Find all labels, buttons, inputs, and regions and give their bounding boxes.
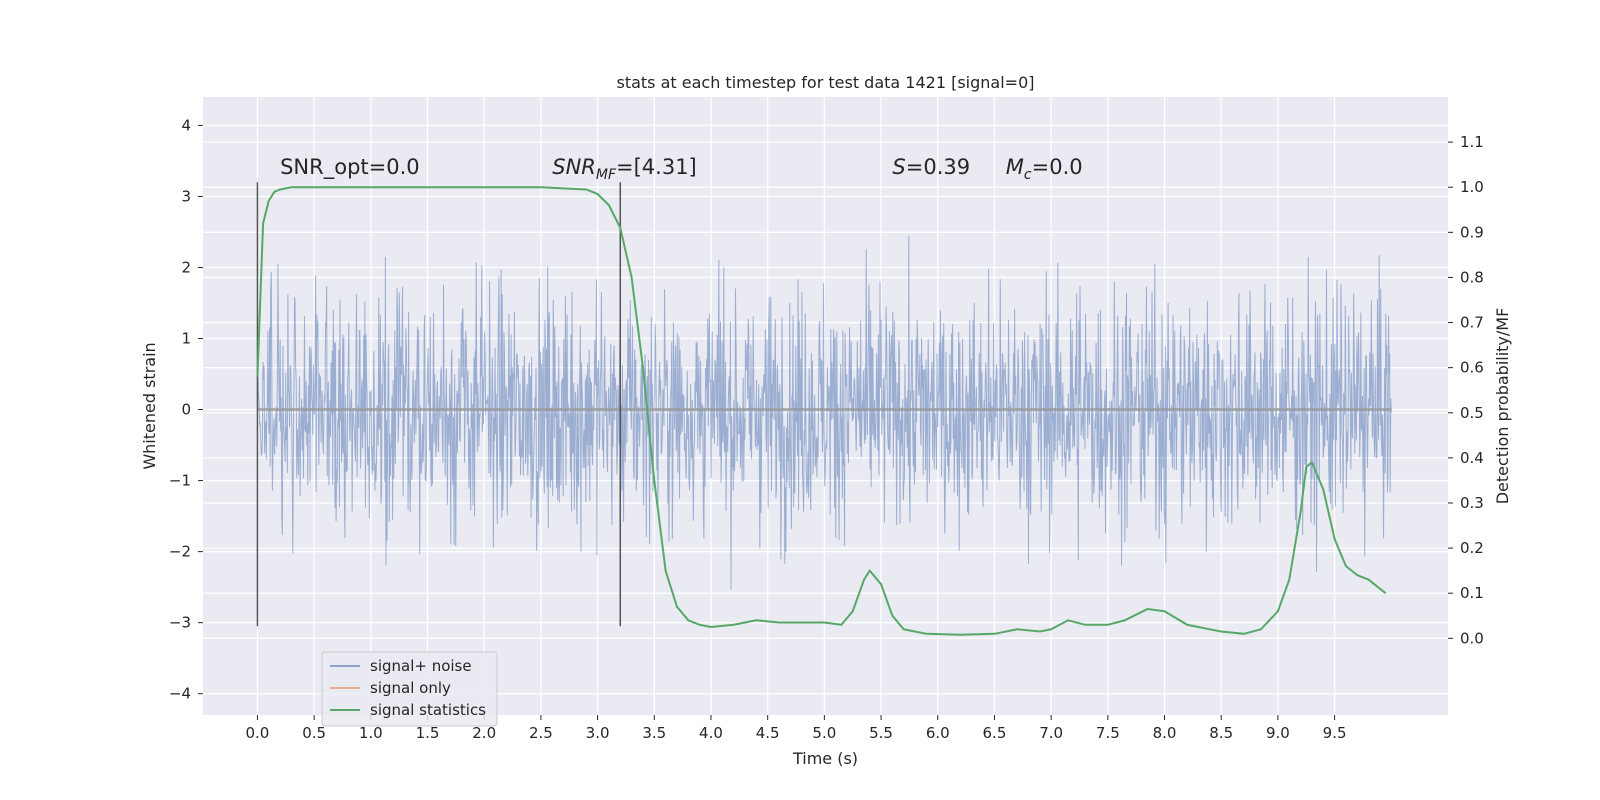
plot-layer	[256, 182, 1392, 636]
legend-box	[321, 651, 498, 727]
x-tick-label: 4.0	[699, 724, 723, 742]
y2-axis-label: Detection probability/MF	[1493, 308, 1512, 505]
annotations: SNR_opt=0.0 SNRMF=[4.31] S=0.39 Mc=0.0	[280, 155, 1083, 183]
y2-tick-label: 0.1	[1460, 584, 1484, 602]
x-tick-label: 1.0	[359, 724, 383, 742]
legend-label: signal+ noise	[370, 657, 472, 675]
x-tick-label: 1.5	[416, 724, 440, 742]
axes: 0.0 0.5 1.0 1.5 2.0 2.5 3.0 3.5 4.0 4.5 5.0 5.5 6.0 6…	[169, 116, 1484, 742]
x-tick-label: 6.5	[983, 724, 1007, 742]
y2-tick-label: 1.1	[1460, 133, 1484, 151]
x-tick-label: 8.5	[1209, 724, 1233, 742]
x-tick-label: 2.0	[472, 724, 496, 742]
legend: signal+ noise signal only signal statistic…	[321, 651, 498, 727]
plot-area	[203, 97, 1448, 715]
annotation: SNR_opt=0.0	[280, 155, 420, 180]
chart-title: stats at each timestep for test data 142…	[616, 73, 1034, 92]
y-tick-label: −4	[169, 685, 191, 703]
legend-label: signal statistics	[370, 701, 486, 719]
x-tick-label: 9.0	[1266, 724, 1290, 742]
series-signal-statistics	[256, 186, 1387, 636]
y-axis-label: Whitened strain	[140, 342, 159, 469]
x-axis-label: Time (s)	[792, 749, 858, 768]
annotation: S=0.39	[892, 155, 970, 179]
x-tick-label: 0.0	[245, 724, 269, 742]
y2-tick-label: 0.3	[1460, 494, 1484, 512]
x-tick-label: 3.5	[642, 724, 666, 742]
legend-label: signal only	[370, 679, 451, 697]
x-tick-label: 5.0	[812, 724, 836, 742]
y2-tick-label: 0.0	[1460, 629, 1484, 647]
x-tick-label: 4.5	[756, 724, 780, 742]
y2-tick-label: 0.8	[1460, 268, 1484, 286]
y-tick-label: 2	[181, 258, 191, 276]
y2-tick-label: 1.0	[1460, 178, 1484, 196]
y2-tick-label: 0.4	[1460, 449, 1484, 467]
y2-tick-label: 0.2	[1460, 539, 1484, 557]
y-tick-label: 0	[181, 401, 191, 419]
y-tick-label: −3	[169, 614, 191, 632]
y2-tick-label: 0.7	[1460, 314, 1484, 332]
x-tick-label: 7.0	[1039, 724, 1063, 742]
y2-tick-label: 0.5	[1460, 404, 1484, 422]
annotation: SNRMF=[4.31]	[552, 155, 697, 183]
x-tick-label: 2.5	[529, 724, 553, 742]
x-tick-label: 6.0	[926, 724, 950, 742]
x-tick-label: 9.5	[1323, 724, 1347, 742]
x-tick-label: 7.5	[1096, 724, 1120, 742]
x-tick-label: 8.0	[1153, 724, 1177, 742]
y-tick-label: 4	[181, 116, 191, 134]
annotation: Mc=0.0	[1006, 155, 1083, 183]
x-tick-label: 0.5	[302, 724, 326, 742]
y-tick-label: −1	[169, 472, 191, 490]
series-signal-noise	[256, 235, 1392, 590]
y-tick-label: 1	[181, 330, 191, 348]
x-tick-label: 5.5	[869, 724, 893, 742]
y2-tick-label: 0.6	[1460, 359, 1484, 377]
y-tick-label: 3	[181, 187, 191, 205]
x-tick-label: 3.0	[586, 724, 610, 742]
y-tick-label: −2	[169, 543, 191, 561]
y2-tick-label: 0.9	[1460, 223, 1484, 241]
